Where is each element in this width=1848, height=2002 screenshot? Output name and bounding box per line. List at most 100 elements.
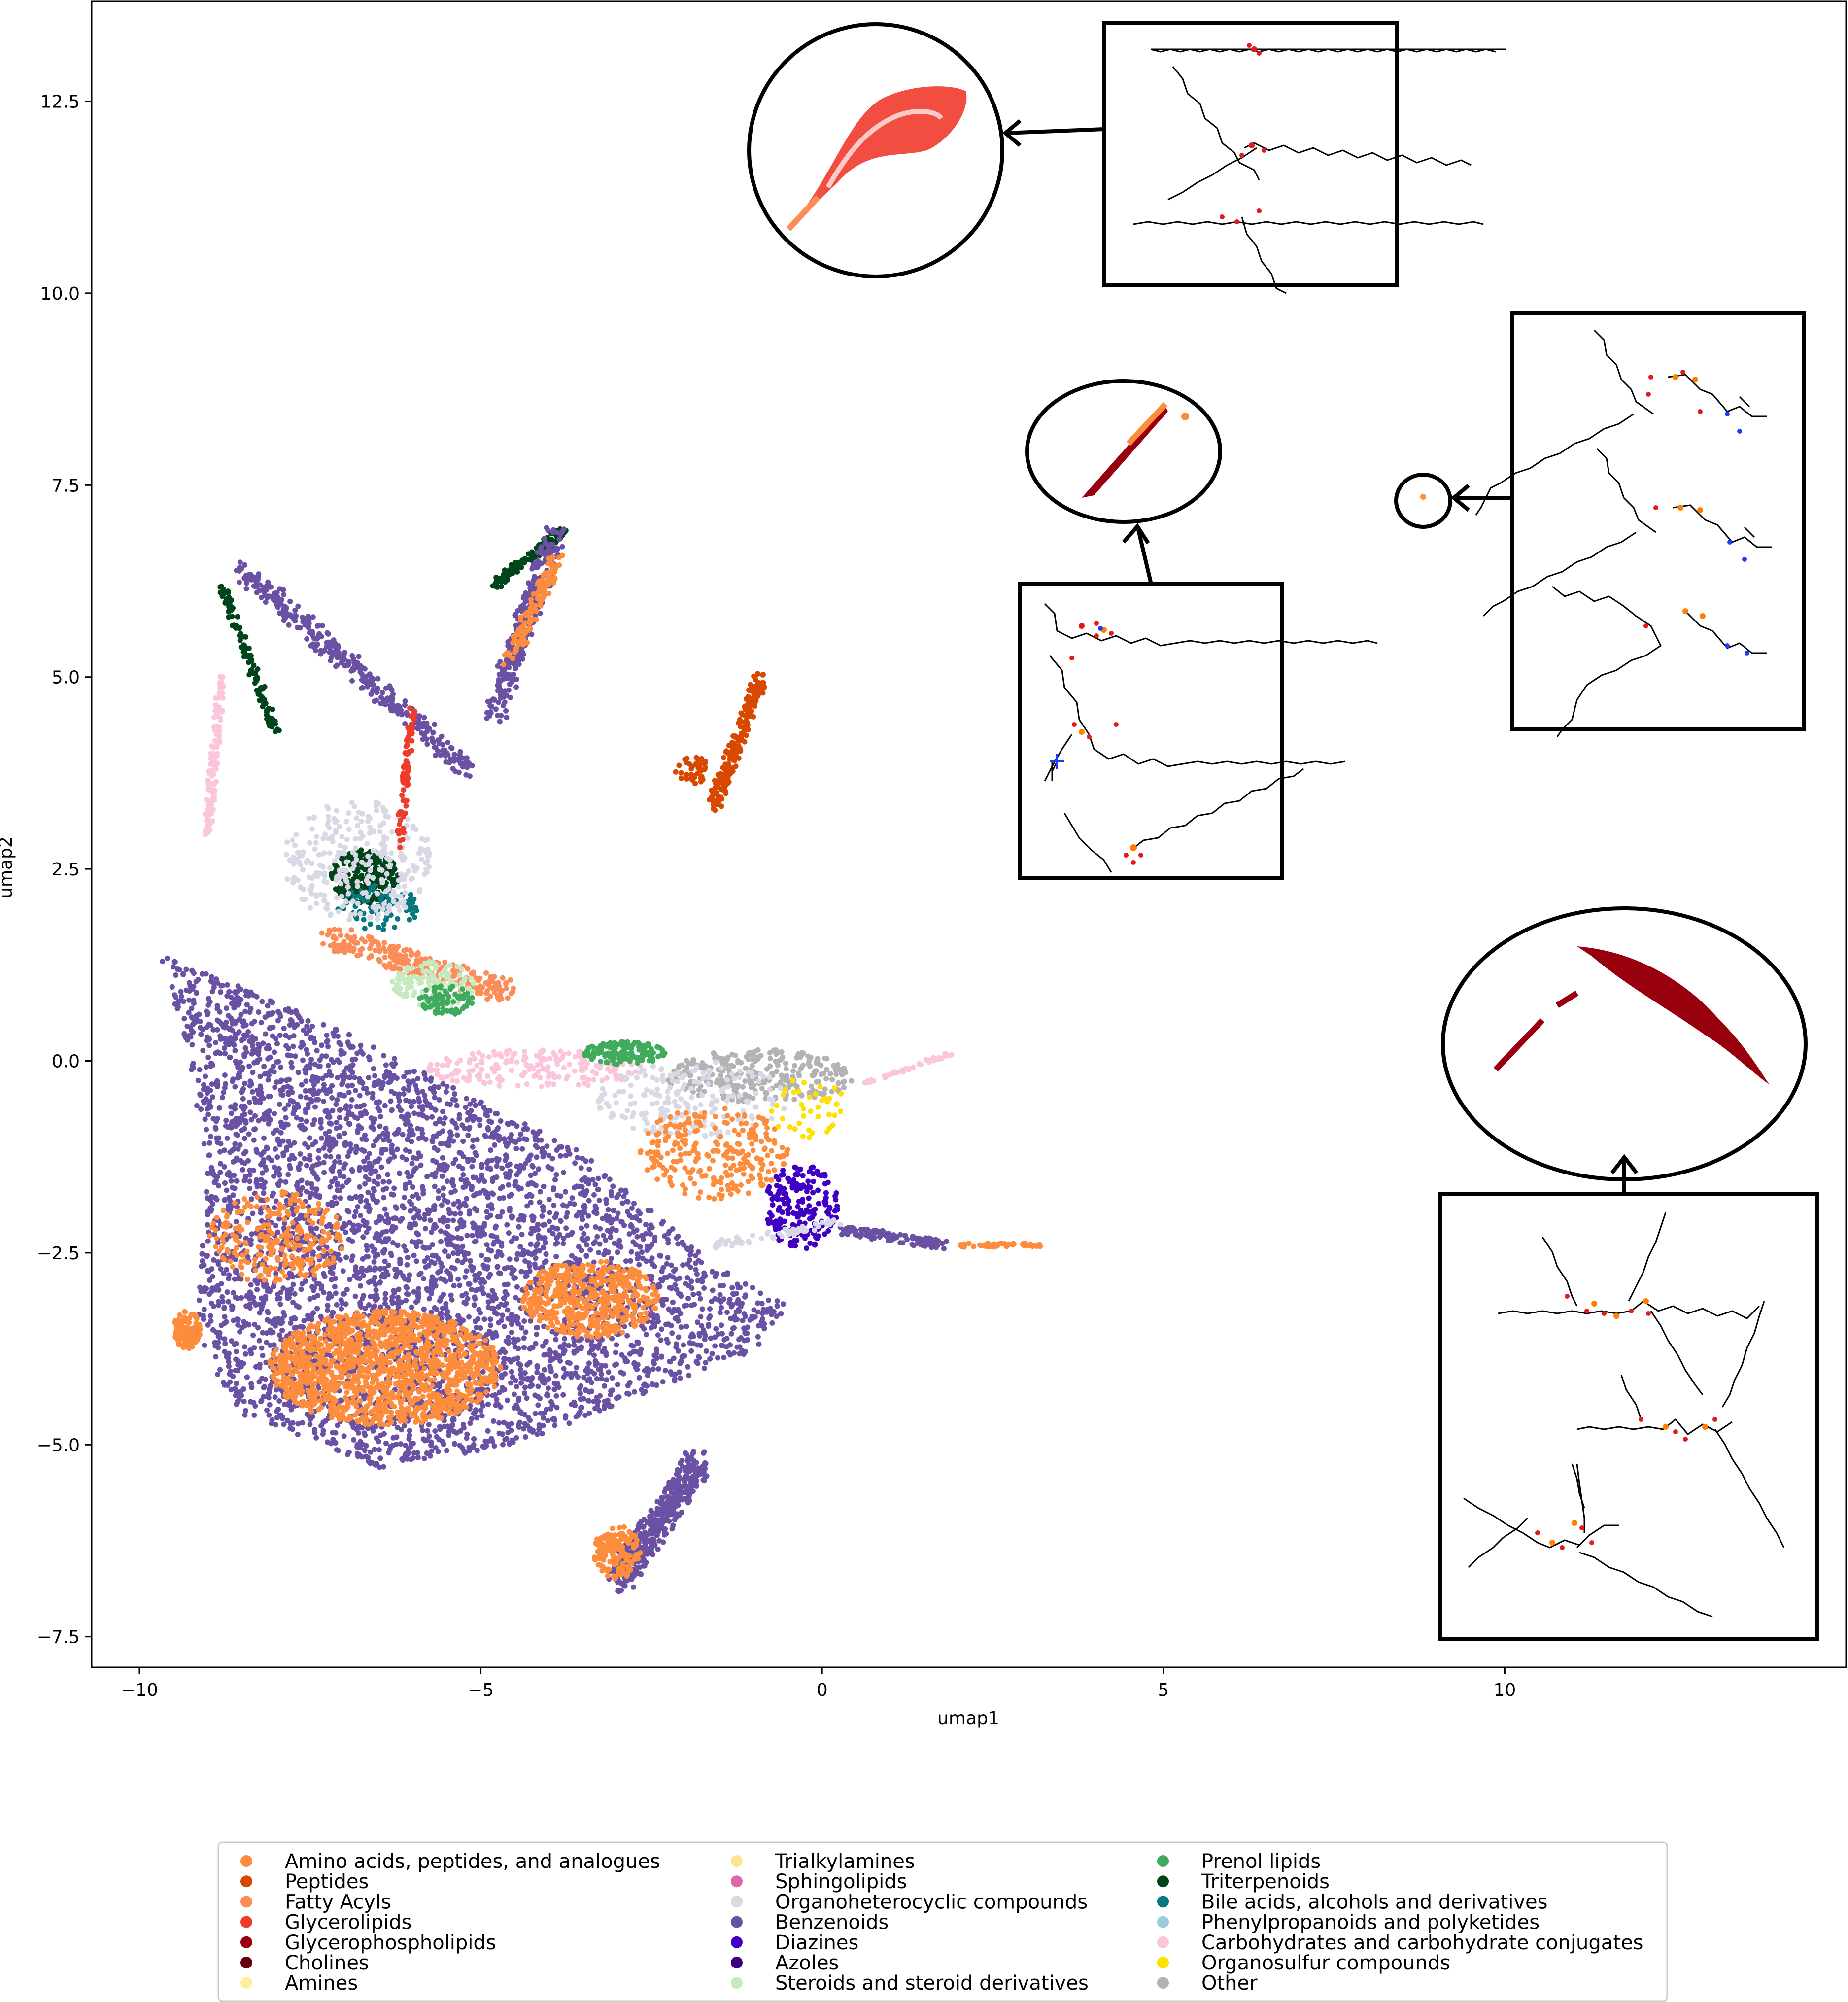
data-point [561,1235,567,1241]
data-point [421,1216,427,1222]
data-point [288,1060,294,1066]
data-point [321,1145,327,1151]
data-point [650,1312,656,1318]
data-point [544,1143,550,1149]
data-point [447,1136,453,1141]
data-point [281,1220,287,1226]
data-point [383,1062,389,1068]
data-point [507,1256,513,1262]
data-point [624,1333,630,1339]
data-point [280,1153,286,1159]
data-point [519,1232,525,1238]
data-point [457,1210,463,1216]
data-point [313,1435,319,1441]
data-point [337,1115,342,1121]
data-point [534,1331,540,1337]
data-point [619,1352,625,1358]
data-point [528,1152,534,1158]
data-point [672,1378,678,1384]
data-point [774,1313,780,1319]
data-point [206,1102,212,1108]
data-point [541,1183,547,1189]
data-point [287,1165,293,1171]
data-point [245,1029,251,1035]
data-point [267,1117,273,1122]
data-point [452,1157,458,1163]
data-point [340,1268,346,1274]
data-point [584,1378,590,1383]
data-point [249,1039,255,1045]
data-point [391,1056,397,1062]
data-point [363,1110,369,1116]
data-point [477,1117,483,1123]
data-point [277,1033,283,1038]
data-point [499,1165,505,1171]
data-point [404,1262,410,1268]
data-point [450,1085,456,1091]
data-point [288,1407,294,1413]
data-point [516,1424,522,1430]
data-point [597,1241,603,1247]
data-point [514,1383,519,1389]
data-point [172,992,177,998]
data-point [490,1392,496,1398]
data-point [273,1146,278,1152]
data-point [402,1423,408,1429]
data-point [266,1412,272,1418]
data-point [314,1048,320,1054]
data-point [502,1289,508,1295]
data-point [335,1422,341,1428]
data-point [434,1307,440,1312]
data-point [264,1340,270,1346]
data-point [572,1403,578,1408]
data-point [388,1089,394,1094]
data-point [309,1166,315,1172]
data-point [260,1040,266,1046]
data-point [593,1362,598,1368]
data-point [685,1364,691,1370]
data-point [358,1048,364,1054]
data-point [717,1310,723,1315]
data-point [376,1156,382,1162]
data-point [471,1193,477,1199]
data-point [352,1293,358,1299]
data-point [434,1434,440,1440]
data-point [247,1347,253,1353]
data-point [521,1345,527,1350]
data-point [516,1395,522,1401]
data-point [376,1134,382,1139]
data-point [505,1430,511,1436]
data-point [537,1128,543,1134]
data-point [457,1443,463,1449]
data-point [223,1081,229,1087]
data-point [611,1208,616,1213]
data-point [581,1396,586,1402]
data-point [433,1283,439,1289]
data-point [389,1107,395,1113]
data-point [428,1278,434,1284]
data-point [374,1435,379,1441]
data-point [403,1098,409,1103]
data-point [405,1291,411,1297]
data-point [518,1269,524,1275]
data-point [516,1186,522,1192]
data-point [721,1337,727,1343]
data-point [281,1402,287,1407]
data-point [366,1225,372,1231]
data-point [551,1185,556,1191]
data-point [721,1354,727,1360]
data-point [307,1296,313,1302]
data-point [274,1154,280,1160]
data-point [407,1199,412,1205]
data-point [208,1134,214,1139]
data-point [296,1247,301,1253]
data-point [496,1137,502,1143]
data-point [277,1301,283,1307]
data-point [229,1303,235,1309]
data-point [296,1166,302,1172]
data-point [410,1184,415,1190]
data-point [256,1009,262,1015]
data-point [472,1294,478,1300]
data-point [599,1348,605,1354]
data-point [488,1147,493,1153]
